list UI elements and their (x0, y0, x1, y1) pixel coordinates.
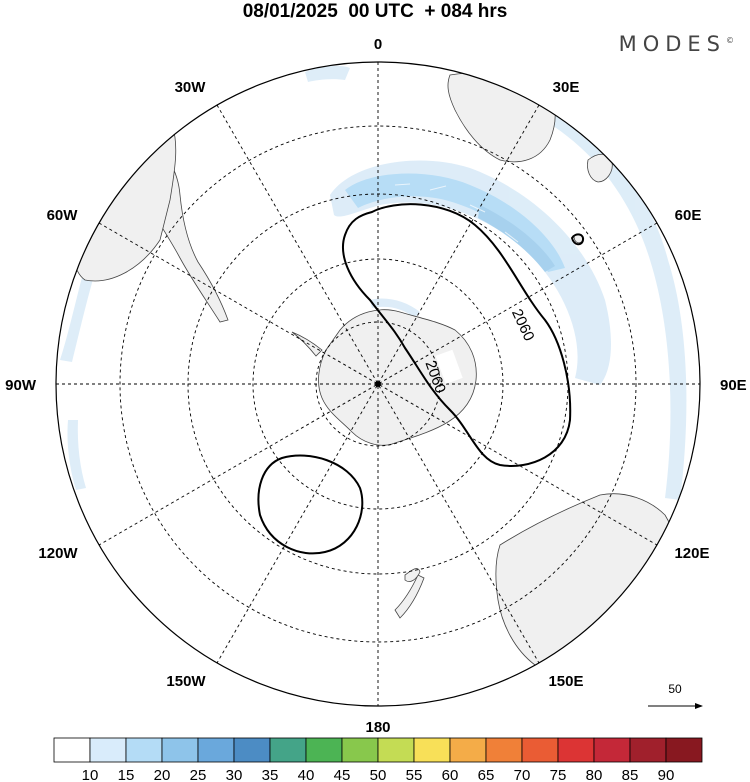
colorbar-swatch (305, 737, 343, 763)
lon-label-150e: 150E (548, 673, 583, 690)
lon-label-180: 180 (365, 719, 390, 736)
colorbar-tick-label: 75 (550, 767, 567, 782)
colorbar-tick-label: 35 (262, 767, 279, 782)
lon-label-90w: 90W (5, 377, 37, 394)
colorbar-swatch (593, 737, 631, 763)
lon-label-60w: 60W (47, 207, 79, 224)
colorbar-tick-label: 80 (586, 767, 603, 782)
colorbar-swatch (233, 737, 271, 763)
contour-label-bg (509, 304, 539, 339)
wind-vectors (394, 183, 541, 271)
colorbar-tick-label: 25 (190, 767, 207, 782)
meridian-60w-120e (98, 222, 658, 546)
lon-label-30e: 30E (553, 79, 580, 96)
colorbar-tick-label: 45 (334, 767, 351, 782)
contour-2060-closed-low (257, 454, 364, 555)
colorbar-tick-label: 90 (658, 767, 675, 782)
colorbar-swatch (89, 737, 127, 763)
colorbar-tick-label: 50 (370, 767, 387, 782)
lon-label-30w: 30W (175, 79, 207, 96)
antarctic-peninsula (291, 331, 323, 357)
colorbar-tick-label: 60 (442, 767, 459, 782)
colorbar-tick-label: 70 (514, 767, 531, 782)
meridian-30w-150e (216, 104, 540, 664)
colorbar-tick-label: 65 (478, 767, 495, 782)
colorbar-swatch (53, 737, 91, 763)
vector-arrow (529, 257, 541, 271)
wind-band-antarctic-coast (370, 298, 420, 318)
meridian-60e-120w (98, 222, 658, 546)
copyright-mark: © (726, 36, 734, 45)
contour-label-bg (435, 349, 463, 385)
colorbar-swatch (521, 737, 559, 763)
lon-label-120w: 120W (38, 545, 78, 562)
lat-circle-50s (119, 125, 637, 643)
colorbar-swatch (665, 737, 703, 763)
colorbar-tick-label: 20 (154, 767, 171, 782)
lon-label-90e: 90E (720, 377, 747, 394)
madagascar (587, 153, 613, 183)
colorbar-swatch (125, 737, 163, 763)
colorbar-tick-label: 40 (298, 767, 315, 782)
lon-label-60e: 60E (675, 207, 702, 224)
wind-band-north-rim (305, 65, 350, 82)
vector-arrow (429, 185, 447, 191)
wind-band-jet-outer (330, 160, 612, 385)
colorbar: 10 15 20 25 30 35 40 45 50 55 60 65 70 75 80 85 90 (53, 737, 703, 782)
colorbar-swatch (269, 737, 307, 763)
colorbar-swatch (161, 737, 199, 763)
wind-band-jet-core (478, 205, 555, 272)
colorbar-tick-label: 30 (226, 767, 243, 782)
colorbar-swatch (341, 737, 379, 763)
globe-border (55, 61, 701, 707)
colorbar-tick-label: 10 (82, 767, 99, 782)
colorbar-tick-label: 55 (406, 767, 423, 782)
meridians (56, 62, 700, 706)
meridian-30e-150w (216, 104, 540, 664)
antarctica (318, 309, 477, 446)
new-zealand-south (394, 574, 425, 619)
colorbar-swatch (629, 737, 667, 763)
contour-2060-main (342, 203, 572, 467)
map-title: 08/01/2025 00 UTC + 084 hrs (242, 1, 508, 22)
colorbar-tick-label: 85 (622, 767, 639, 782)
lon-label-150w: 150W (166, 673, 206, 690)
wind-band-east-rim (535, 100, 687, 500)
reference-vector-label: 50 (668, 682, 682, 696)
vector-arrow (504, 231, 519, 243)
wind-band-southwest (67, 420, 86, 490)
colorbar-swatch (413, 737, 451, 763)
colorbar-swatch (485, 737, 523, 763)
colorbar-swatch (377, 737, 415, 763)
contours (257, 203, 585, 555)
vector-arrow (469, 204, 486, 213)
colorbar-swatch (197, 737, 235, 763)
contour-2060-small (570, 233, 585, 246)
lon-label-120e: 120E (674, 545, 709, 562)
colorbar-tick-label: 15 (118, 767, 135, 782)
brand-name: MODES (618, 32, 726, 56)
vector-arrow (394, 183, 411, 186)
lon-label-0: 0 (374, 36, 382, 53)
colorbar-swatch (557, 737, 595, 763)
colorbar-swatch (449, 737, 487, 763)
south-pole-marker (375, 381, 381, 387)
brand-logo: MODES© (619, 32, 734, 56)
